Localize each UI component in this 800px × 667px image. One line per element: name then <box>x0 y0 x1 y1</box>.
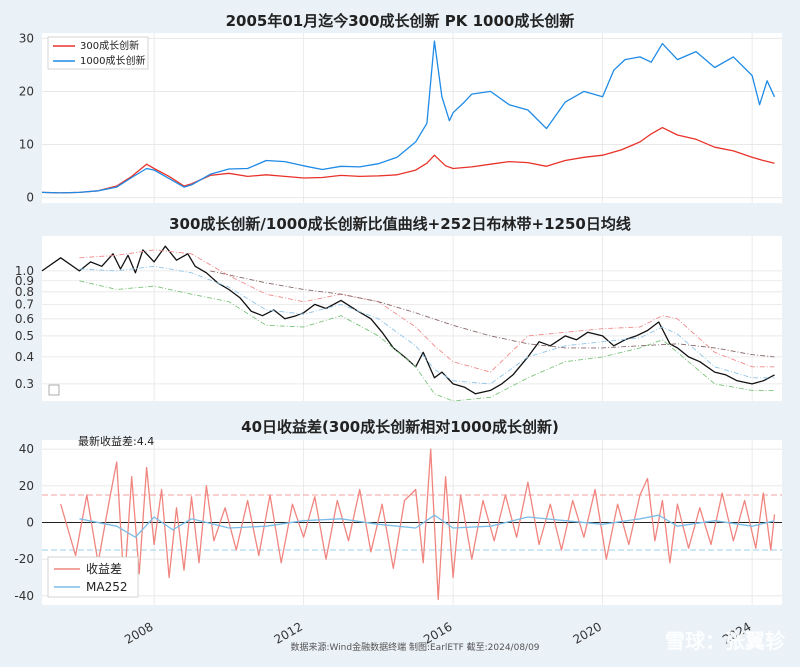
chart2-series-1 <box>79 249 775 373</box>
watermark: 雪球：张翼轸 <box>665 629 786 653</box>
chart1-legend-label-300: 300成长创新 <box>80 39 139 52</box>
chart3-legend-box <box>47 556 139 598</box>
chart3-ytick-label: -40 <box>14 589 34 603</box>
chart1-marks: 0 10 20 30 <box>19 31 782 205</box>
chart2-series-2 <box>79 280 775 402</box>
chart1-series-1 <box>41 40 776 194</box>
chart2-ytick-label: 0.7 <box>15 297 34 311</box>
chart2-series-3 <box>79 265 775 385</box>
chart3-annotation: 最新收益差:4.4 <box>78 434 154 448</box>
chart2-legend-box <box>48 384 60 396</box>
chart2-ytick-label: 0.6 <box>15 312 34 326</box>
chart2-ytick-label: 0.4 <box>15 350 34 364</box>
chart1-legend-box <box>47 36 149 70</box>
chart2-ytick-label: 0.3 <box>15 377 34 391</box>
chart3-title: 40日收益差(300成长创新相对1000成长创新) <box>241 418 559 436</box>
chart2-ytick-label: 0.8 <box>15 285 34 299</box>
chart1-legend: 300成长创新 1000成长创新 <box>47 36 149 70</box>
chart1-ytick-label: 10 <box>19 138 34 152</box>
chart2-marks: 0.3 0.4 0.5 0.60.70.80.91.0 <box>15 236 782 402</box>
chart1-ytick-label: 30 <box>19 31 34 45</box>
chart3-marks: -40 -20 0 20 40 <box>14 440 782 605</box>
chart1-title: 2005年01月迄今300成长创新 PK 1000成长创新 <box>226 12 575 30</box>
chart3-legend-label-ma: MA252 <box>86 580 127 594</box>
footer-source: 数据来源:Wind金融数据终端 制图:EarlETF 截至:2024/08/09 <box>290 641 539 653</box>
chart2-series-4 <box>210 270 775 358</box>
chart3-legend: 收益差 MA252 <box>47 556 139 598</box>
chart3-ytick-label: 20 <box>19 479 34 493</box>
chart1-ytick-label: 0 <box>26 191 34 205</box>
chart1-legend-label-1000: 1000成长创新 <box>80 54 145 67</box>
chart3-ytick-label: -20 <box>14 552 34 566</box>
chart2-series-0 <box>41 245 775 395</box>
chart2-ytick-label: 0.9 <box>15 274 34 288</box>
chart3-legend-label-diff: 收益差 <box>86 562 122 576</box>
chart2-title: 300成长创新/1000成长创新比值曲线+252日布林带+1250日均线 <box>169 215 631 233</box>
chart1-plot-area <box>42 33 782 203</box>
chart1-series-0 <box>41 126 775 194</box>
chart1-ytick-label: 20 <box>19 84 34 98</box>
chart2-ytick-label: 1.0 <box>15 264 34 278</box>
chart2-ytick-label: 0.5 <box>15 329 34 343</box>
chart3-ytick-label: 0 <box>26 516 34 530</box>
chart3-ytick-label: 40 <box>19 442 34 456</box>
chart3-series-1 <box>79 514 775 538</box>
